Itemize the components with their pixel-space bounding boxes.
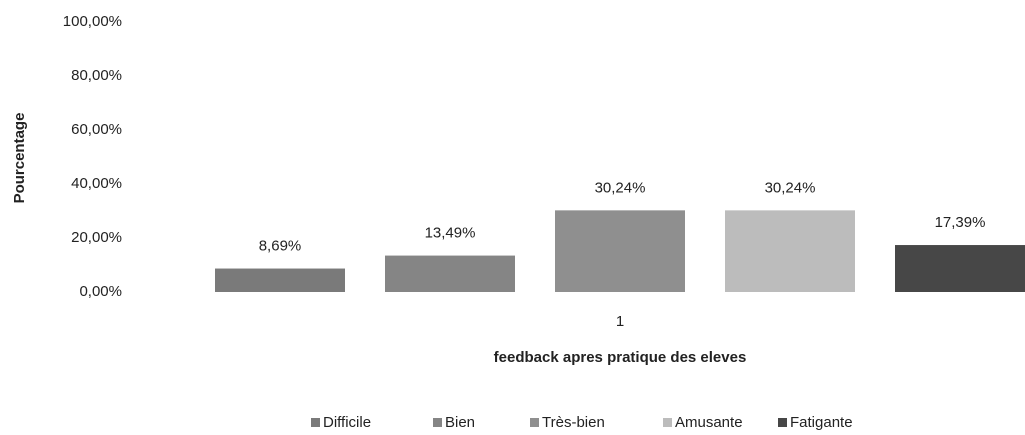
legend-label: Très-bien [542,414,605,431]
data-label: 17,39% [935,214,986,231]
legend-label: Difficile [323,414,371,431]
data-label: 13,49% [425,225,476,242]
legend-swatch [433,418,442,427]
x-tick-label: 1 [616,313,624,330]
data-label: 30,24% [765,179,816,196]
y-tick-label: 100,00% [63,13,122,30]
legend-swatch [530,418,539,427]
data-label: 30,24% [595,179,646,196]
legend-swatch [311,418,320,427]
y-tick-label: 0,00% [79,283,122,300]
data-label: 8,69% [259,238,302,255]
legend-swatch [778,418,787,427]
bar [725,210,855,292]
legend-swatch [663,418,672,427]
legend-label: Amusante [675,414,743,431]
y-tick-label: 80,00% [71,67,122,84]
bar [555,210,685,292]
bar [895,245,1025,292]
y-tick-label: 40,00% [71,175,122,192]
legend-label: Fatigante [790,414,853,431]
legend-label: Bien [445,414,475,431]
x-axis-title: feedback apres pratique des eleves [494,349,747,366]
y-tick-label: 20,00% [71,229,122,246]
bar [385,255,515,292]
y-axis-title: Pourcentage [11,113,28,204]
y-tick-label: 60,00% [71,121,122,138]
bar [215,268,345,292]
